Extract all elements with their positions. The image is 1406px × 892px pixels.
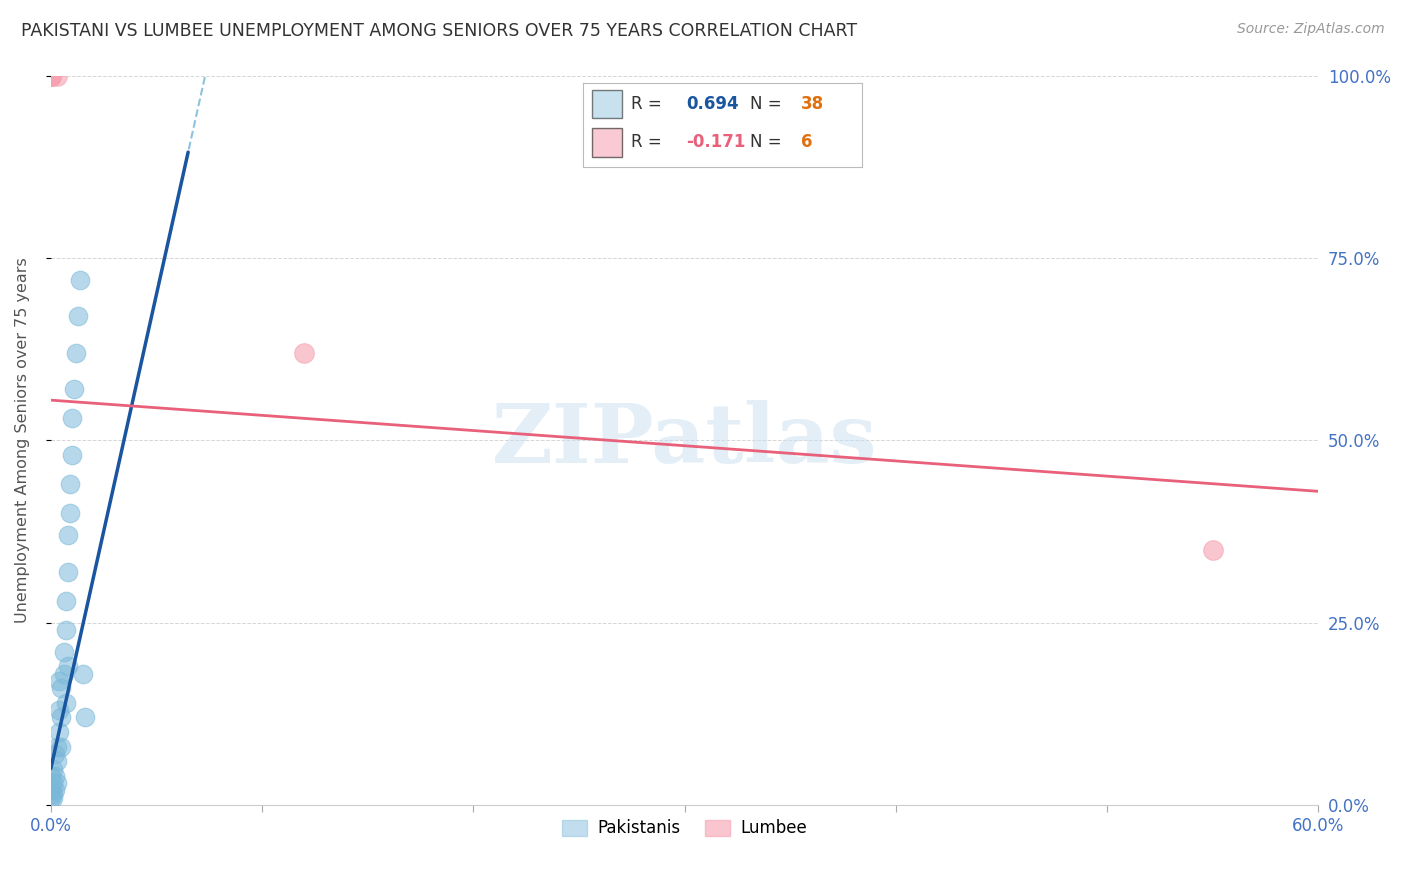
Point xyxy=(46,69,69,83)
Point xyxy=(39,69,62,83)
Point xyxy=(46,776,69,790)
Point xyxy=(56,565,79,579)
Point xyxy=(51,681,73,696)
Point xyxy=(46,754,69,768)
Point xyxy=(39,783,62,797)
Point xyxy=(52,666,75,681)
Point xyxy=(48,703,70,717)
Point xyxy=(52,645,75,659)
Point xyxy=(42,762,65,776)
Point xyxy=(44,747,66,761)
Point xyxy=(56,528,79,542)
Point xyxy=(39,783,62,797)
Point xyxy=(48,725,70,739)
Point xyxy=(292,345,315,359)
Point xyxy=(67,310,90,324)
Text: PAKISTANI VS LUMBEE UNEMPLOYMENT AMONG SENIORS OVER 75 YEARS CORRELATION CHART: PAKISTANI VS LUMBEE UNEMPLOYMENT AMONG S… xyxy=(21,22,858,40)
Point xyxy=(59,506,82,520)
Y-axis label: Unemployment Among Seniors over 75 years: Unemployment Among Seniors over 75 years xyxy=(15,258,30,624)
Point xyxy=(55,623,77,637)
Point xyxy=(51,710,73,724)
Point xyxy=(51,739,73,754)
Point xyxy=(60,448,83,462)
Point xyxy=(73,710,96,724)
Point xyxy=(63,382,86,396)
Point xyxy=(39,69,62,83)
Legend: Pakistanis, Lumbee: Pakistanis, Lumbee xyxy=(555,813,814,844)
Point xyxy=(72,666,94,681)
Point xyxy=(55,696,77,710)
Point xyxy=(56,659,79,673)
Point xyxy=(59,477,82,491)
Point xyxy=(65,345,87,359)
Point xyxy=(42,776,65,790)
Point xyxy=(44,783,66,797)
Point xyxy=(42,790,65,805)
Point xyxy=(69,273,91,287)
Point xyxy=(39,69,62,83)
Point xyxy=(39,790,62,805)
Point xyxy=(39,769,62,783)
Text: Source: ZipAtlas.com: Source: ZipAtlas.com xyxy=(1237,22,1385,37)
Point xyxy=(42,787,65,801)
Point xyxy=(44,769,66,783)
Point xyxy=(1201,542,1223,557)
Point xyxy=(60,411,83,425)
Text: ZIPatlas: ZIPatlas xyxy=(492,401,877,480)
Point xyxy=(48,673,70,688)
Point xyxy=(55,593,77,607)
Point xyxy=(46,739,69,754)
